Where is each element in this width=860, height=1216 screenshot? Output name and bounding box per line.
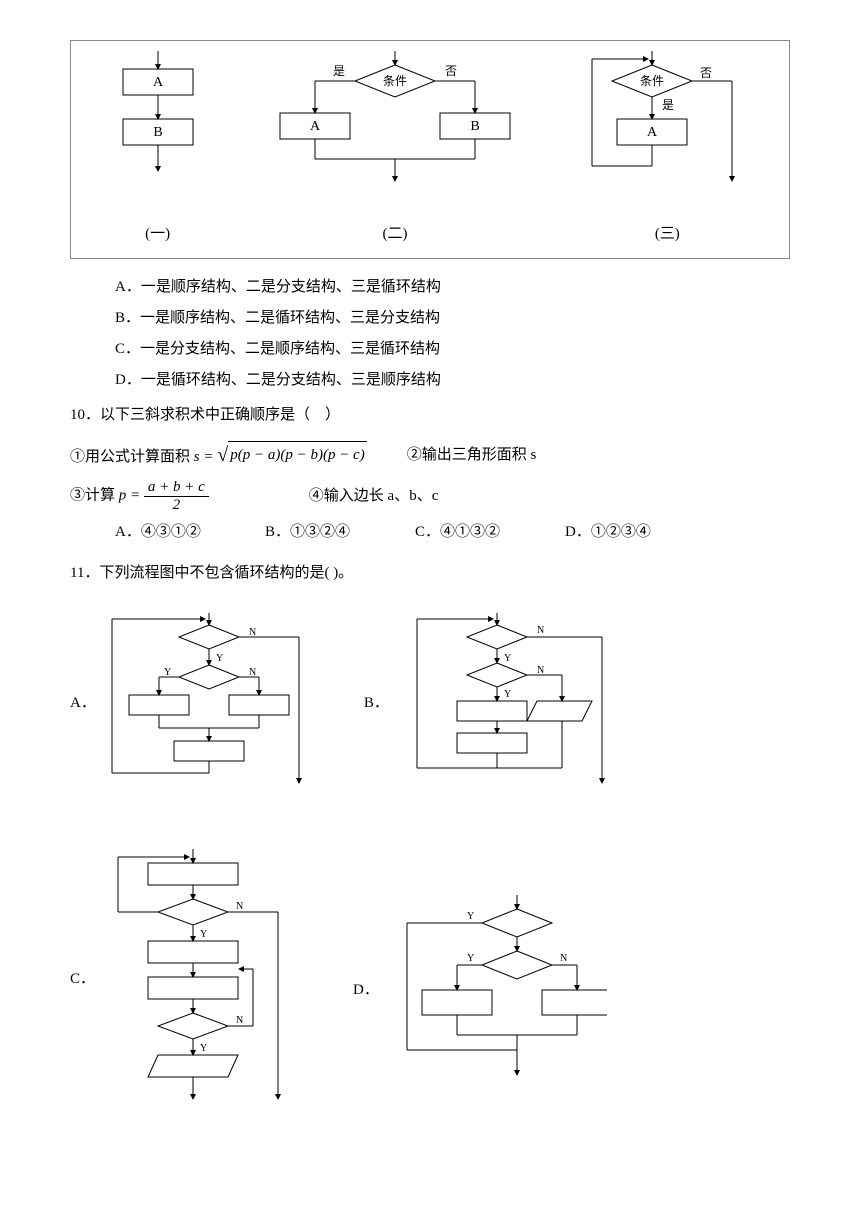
svg-text:Y: Y <box>467 953 474 964</box>
q10-line2: ③计算 p = a + b + c 2 ④输入边长 a、b、c <box>70 479 790 513</box>
d1-box-a: A <box>153 75 164 90</box>
q10-line1: ①用公式计算面积 s = √p(p − a)(p − b)(p − c) ②输出… <box>70 437 790 473</box>
diagram-two-svg: 条件 是 否 A B <box>265 51 525 221</box>
svg-text:否: 否 <box>700 66 712 80</box>
q10-stem: 10．以下三斜求积术中正确顺序是（ ） <box>70 402 790 429</box>
q11-label-d: D． <box>353 977 387 1004</box>
svg-text:N: N <box>236 1015 243 1026</box>
q11-diagram-a: N Y Y N <box>104 613 314 793</box>
svg-text:条件: 条件 <box>383 74 407 88</box>
q10-line1b: ②输出三角形面积 s <box>407 442 537 469</box>
diagram-three-label: (三) <box>582 221 752 248</box>
svg-text:Y: Y <box>200 1043 207 1054</box>
svg-text:B: B <box>470 119 479 134</box>
svg-text:条件: 条件 <box>640 74 664 88</box>
q10-sqrt: √p(p − a)(p − b)(p − c) <box>217 437 366 473</box>
q11-label-c: C． <box>70 966 103 993</box>
q11-option-c: C． N Y N Y <box>70 849 293 1109</box>
q11-diagram-d: Y Y N <box>387 895 607 1085</box>
diagram-three: 条件 否 是 A (三) <box>582 51 752 248</box>
svg-text:N: N <box>236 901 243 912</box>
q10-formula-prefix: s = <box>194 449 217 465</box>
diagram-two: 条件 是 否 A B (二) <box>265 51 525 248</box>
svg-text:A: A <box>647 125 658 140</box>
svg-text:N: N <box>537 625 544 636</box>
svg-text:N: N <box>249 667 256 678</box>
svg-text:是: 是 <box>662 98 674 112</box>
struct-opt-d: D．一是循环结构、二是分支结构、三是顺序结构 <box>115 367 790 394</box>
svg-text:A: A <box>310 119 321 134</box>
q10-line2a: ③计算 <box>70 487 119 503</box>
q11-option-d: D． Y Y N <box>353 895 607 1085</box>
svg-text:否: 否 <box>445 64 457 78</box>
q11-diagram-c: N Y N Y <box>103 849 293 1109</box>
diagram-three-svg: 条件 否 是 A <box>582 51 752 221</box>
q10-p-eq: p = <box>119 487 144 503</box>
q10-line2b: ④输入边长 a、b、c <box>309 483 439 510</box>
d1-box-b: B <box>153 125 162 140</box>
svg-text:Y: Y <box>504 689 511 700</box>
svg-text:Y: Y <box>200 929 207 940</box>
struct-options: A．一是顺序结构、二是分支结构、三是循环结构 B．一是顺序结构、二是循环结构、三… <box>70 274 790 394</box>
diagram-one-label: (一) <box>108 221 208 248</box>
svg-text:N: N <box>560 953 567 964</box>
q11-stem: 11．下列流程图中不包含循环结构的是( )。 <box>70 560 790 587</box>
svg-text:Y: Y <box>467 911 474 922</box>
top-diagram-container: A B (一) 条件 是 否 A B <box>70 40 790 259</box>
q10-opt-b: B．①③②④ <box>265 519 415 546</box>
q10-opt-d: D．①②③④ <box>565 519 715 546</box>
svg-text:Y: Y <box>216 653 223 664</box>
q10-opt-c: C．④①③② <box>415 519 565 546</box>
q10-line1a: ①用公式计算面积 <box>70 449 194 465</box>
diagram-one: A B (一) <box>108 51 208 248</box>
svg-text:Y: Y <box>164 667 171 678</box>
svg-text:N: N <box>249 627 256 638</box>
q11-option-a: A． N Y Y N <box>70 613 314 793</box>
svg-text:N: N <box>537 665 544 676</box>
diagram-one-svg: A B <box>108 51 208 221</box>
diagram-two-label: (二) <box>265 221 525 248</box>
q10-fraction: a + b + c 2 <box>144 479 209 513</box>
q11-diagram-b: N Y N Y <box>397 613 617 793</box>
q10-options: A．④③①② B．①③②④ C．④①③② D．①②③④ <box>70 519 790 546</box>
svg-text:Y: Y <box>504 653 511 664</box>
q11-label-b: B． <box>364 690 397 717</box>
struct-opt-b: B．一是顺序结构、二是循环结构、三是分支结构 <box>115 305 790 332</box>
struct-opt-a: A．一是顺序结构、二是分支结构、三是循环结构 <box>115 274 790 301</box>
q11-label-a: A． <box>70 690 104 717</box>
q10-opt-a: A．④③①② <box>115 519 265 546</box>
struct-opt-c: C．一是分支结构、二是顺序结构、三是循环结构 <box>115 336 790 363</box>
q11-option-b: B． N Y N Y <box>364 613 617 793</box>
svg-text:是: 是 <box>333 64 345 78</box>
